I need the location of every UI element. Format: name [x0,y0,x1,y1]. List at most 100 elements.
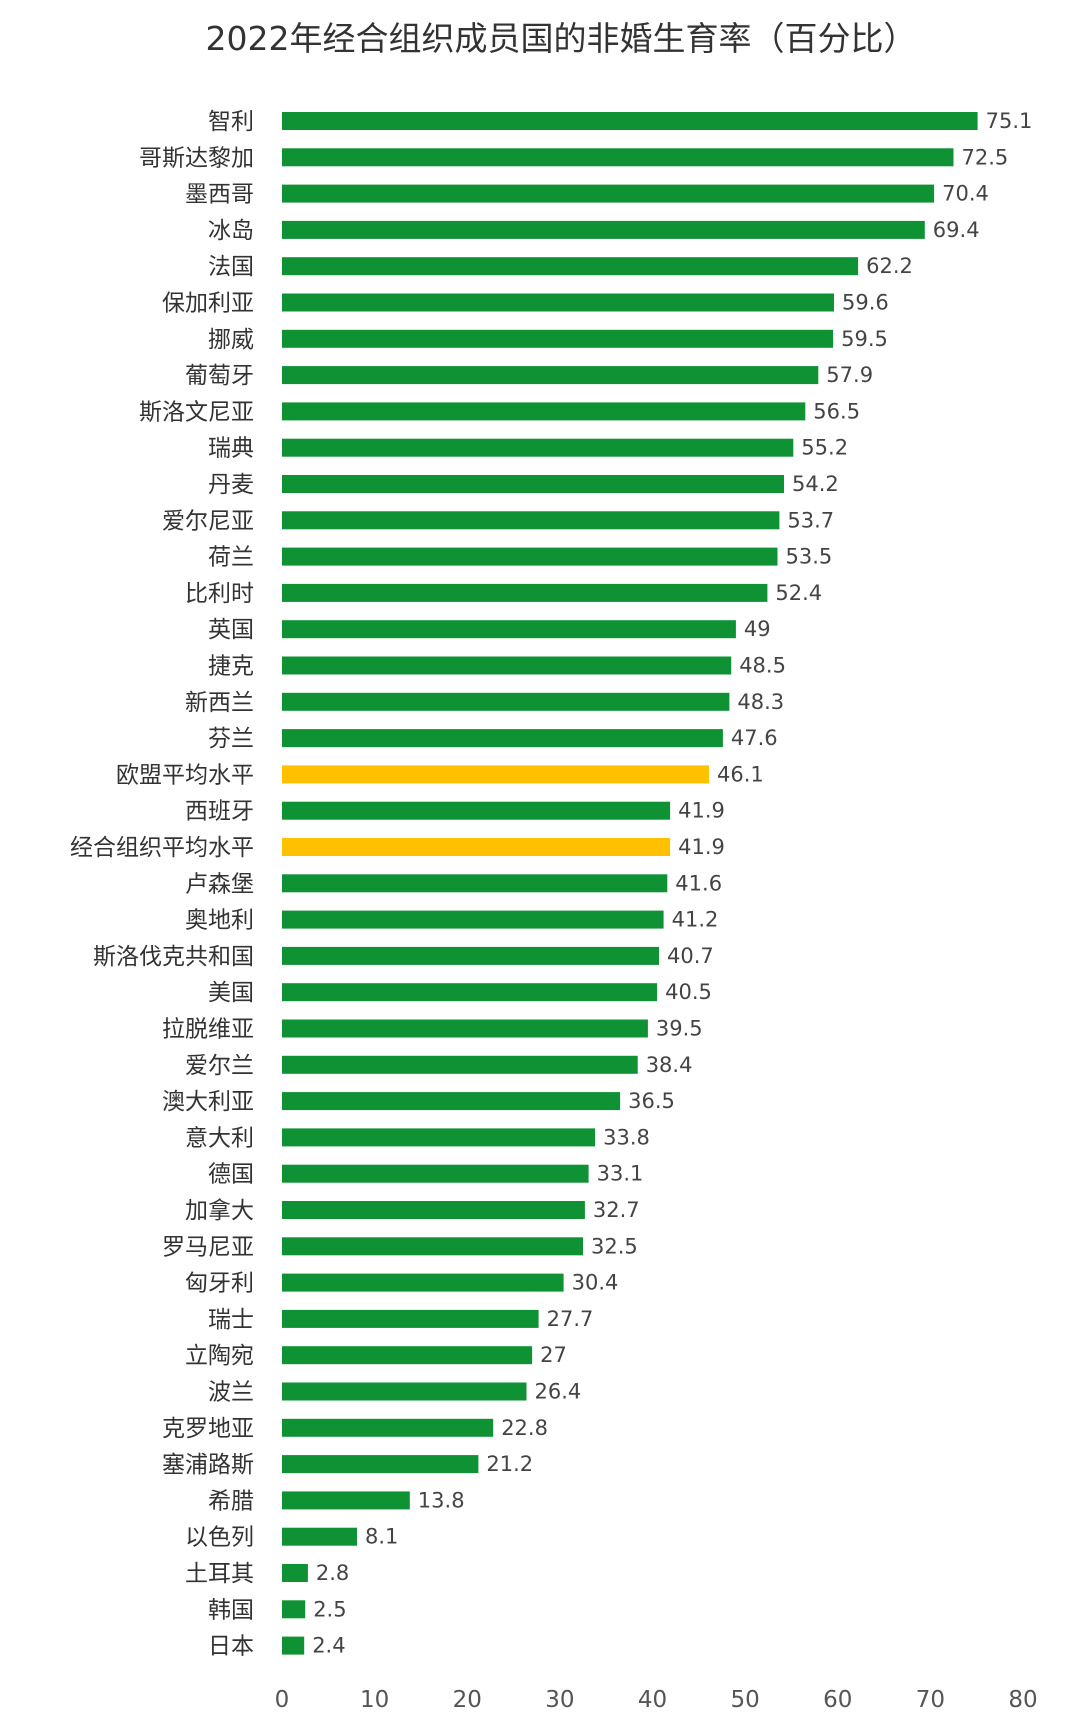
value-label: 21.2 [486,1452,533,1476]
bar [282,438,794,457]
bar [282,729,723,748]
value-label: 56.5 [813,399,860,423]
bar [282,1600,306,1619]
bar [282,583,768,602]
category-label: 经合组织平均水平 [70,835,254,861]
value-label: 48.3 [737,690,784,714]
bar-average [282,765,709,784]
bars-group [282,112,978,1655]
value-label: 46.1 [717,762,764,786]
bar [282,1382,527,1401]
bar [282,910,664,929]
x-tick-label: 40 [638,1687,667,1713]
bar [282,402,806,421]
category-label: 德国 [208,1162,254,1188]
category-label: 美国 [208,980,254,1006]
value-label: 48.5 [739,654,786,678]
bar [282,1019,648,1038]
category-label: 卢森堡 [185,871,254,897]
bar-average [282,838,671,856]
category-label: 爱尔尼亚 [162,508,254,534]
value-label: 57.9 [826,363,873,387]
category-label: 西班牙 [185,799,254,825]
category-label: 新西兰 [185,690,254,716]
x-tick-label: 20 [453,1687,482,1713]
category-labels: 智利哥斯达黎加墨西哥冰岛法国保加利亚挪威葡萄牙斯洛文尼亚瑞典丹麦爱尔尼亚荷兰比利… [70,109,254,1660]
bar [282,1346,533,1365]
value-label: 22.8 [501,1416,548,1440]
x-tick-label: 30 [545,1687,574,1713]
category-label: 芬兰 [208,726,254,752]
category-label: 奥地利 [185,908,254,934]
category-label: 波兰 [208,1380,254,1406]
value-label: 38.4 [646,1053,693,1077]
bar [282,1092,621,1111]
value-label: 8.1 [365,1525,398,1549]
value-label: 32.5 [591,1234,638,1258]
bar [282,1491,410,1510]
category-label: 塞浦路斯 [162,1452,254,1478]
bar [282,656,732,675]
category-label: 欧盟平均水平 [116,762,254,788]
value-label: 72.5 [962,145,1009,169]
bar [282,1527,357,1546]
value-label: 2.5 [313,1597,346,1621]
bar [282,220,925,239]
category-label: 智利 [208,109,254,135]
value-label: 40.5 [665,980,712,1004]
bar [282,1128,596,1147]
x-tick-label: 10 [360,1687,389,1713]
bar [282,1237,583,1256]
category-label: 瑞士 [208,1307,254,1333]
bar [282,1273,564,1292]
bar [282,692,730,711]
value-label: 41.6 [675,871,722,895]
value-label: 40.7 [667,944,714,968]
category-label: 澳大利亚 [162,1089,254,1115]
x-tick-label: 0 [275,1687,290,1713]
value-label: 62.2 [866,254,913,278]
value-label: 41.9 [678,799,725,823]
value-label: 55.2 [801,436,848,460]
category-label: 葡萄牙 [185,363,254,389]
category-label: 挪威 [208,327,254,353]
value-label: 39.5 [656,1017,703,1041]
category-label: 意大利 [185,1125,254,1151]
category-label: 法国 [208,254,254,280]
x-tick-label: 70 [916,1687,945,1713]
category-label: 罗马尼亚 [162,1234,254,1260]
bar [282,946,659,965]
bar [282,511,780,530]
bar [282,1564,308,1582]
bar [282,366,819,385]
value-label: 30.4 [572,1271,619,1295]
bar [282,983,658,1002]
value-label: 33.8 [603,1125,650,1149]
bar [282,620,736,639]
bar [282,547,778,566]
value-label: 32.7 [593,1198,640,1222]
category-label: 匈牙利 [185,1271,254,1297]
category-label: 瑞典 [208,436,254,462]
category-label: 土耳其 [185,1561,254,1587]
x-tick-label: 80 [1008,1687,1037,1713]
category-label: 以色列 [185,1525,254,1551]
category-label: 保加利亚 [162,291,254,317]
category-label: 捷克 [208,654,254,680]
value-label: 59.6 [842,291,889,315]
category-label: 丹麦 [208,472,254,498]
x-axis-ticks: 0 10 20 30 40 50 60 70 80 [275,1687,1038,1713]
bar [282,1055,638,1074]
value-label: 33.1 [597,1162,644,1186]
value-labels: 75.1 72.5 70.4 69.4 62.2 59.6 59.5 57.9 56.5 55.2… [312,109,1032,1658]
category-label: 斯洛伐克共和国 [93,944,254,970]
category-label: 哥斯达黎加 [139,145,254,171]
category-label: 拉脱维亚 [162,1017,254,1043]
x-tick-label: 60 [823,1687,852,1713]
value-label: 2.4 [312,1634,345,1658]
value-label: 26.4 [535,1380,582,1404]
value-label: 49 [744,617,771,641]
value-label: 13.8 [418,1488,465,1512]
bar [282,1636,305,1655]
